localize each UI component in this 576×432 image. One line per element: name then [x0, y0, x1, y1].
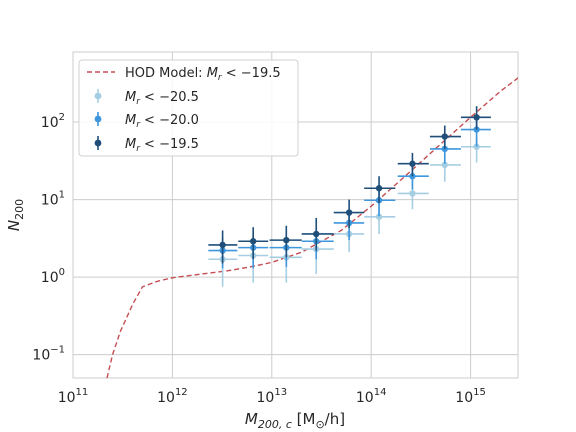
- data-point: [345, 209, 353, 216]
- data-point: [249, 238, 257, 245]
- series-2: [208, 106, 491, 264]
- legend-swatch-marker: [94, 115, 102, 123]
- data-point: [441, 133, 448, 140]
- data-point: [283, 236, 290, 244]
- tick-labels: 1011 1012 1013 1014 1015 10−1 100 101 102: [32, 112, 485, 406]
- series-layer: [208, 106, 491, 287]
- data-point: [313, 230, 320, 238]
- x-tick-label: 1015: [455, 387, 486, 406]
- legend-label-series: Mr < −20.0: [125, 113, 199, 130]
- legend-frame: [78, 59, 299, 157]
- legend: HOD Model: Mr < −19.5 Mr < −20.5 Mr < −20.…: [78, 59, 299, 157]
- data-point: [375, 213, 383, 220]
- data-point: [441, 161, 448, 169]
- data-point: [473, 114, 480, 121]
- y-tick-label: 10−1: [32, 345, 65, 364]
- data-point: [409, 190, 416, 197]
- y-axis-label: N200: [5, 199, 26, 231]
- x-axis-label: M200, c [M⊙/h]: [245, 410, 345, 431]
- data-point: [219, 241, 226, 249]
- plot-area-frame: [72, 51, 519, 379]
- data-point: [409, 160, 416, 167]
- legend-label-series: Mr < −19.5: [125, 137, 199, 154]
- x-tick-label: 1014: [356, 387, 387, 406]
- y-tick-label: 101: [41, 190, 65, 209]
- legend-swatch-marker: [94, 139, 102, 147]
- x-tick-label: 1011: [58, 387, 89, 406]
- y-tick-label: 102: [41, 112, 65, 131]
- legend-swatch-marker: [94, 92, 102, 100]
- data-point: [375, 185, 383, 192]
- x-tick-label: 1013: [257, 387, 288, 406]
- legend-label-series: Mr < −20.5: [125, 90, 199, 107]
- x-tick-label: 1012: [157, 387, 188, 406]
- y-tick-label: 100: [41, 267, 65, 286]
- legend-label-model: HOD Model: Mr < −19.5: [125, 66, 281, 83]
